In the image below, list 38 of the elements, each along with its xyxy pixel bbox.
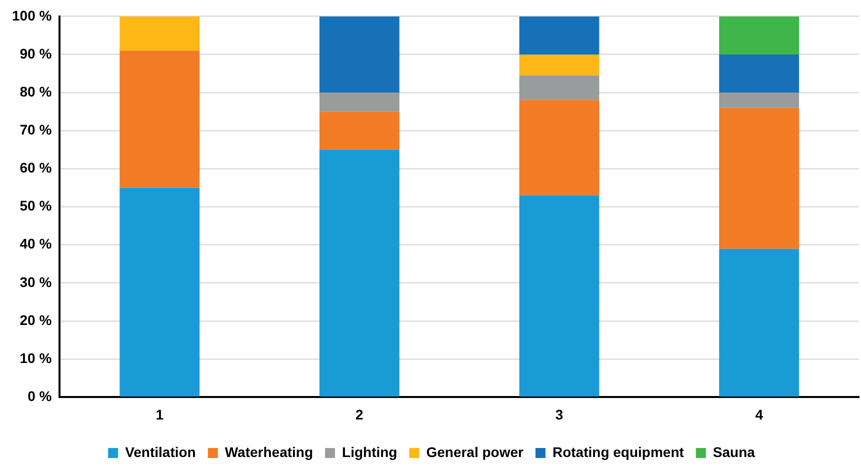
legend-label: Waterheating [224, 444, 314, 460]
legend-label: Lighting [342, 444, 398, 460]
bar [120, 16, 200, 51]
bar [719, 54, 800, 93]
y-tick-label: 90 % [20, 45, 52, 62]
bar [519, 195, 600, 396]
y-tick-label: 30 % [20, 274, 52, 290]
legend-label: Ventilation [125, 444, 196, 460]
legend-label: General power [426, 444, 524, 460]
bar [319, 150, 400, 396]
y-tick-label: 40 % [20, 236, 52, 252]
y-tick-label: 10 % [20, 350, 52, 366]
y-tick-label: 50 % [20, 198, 52, 214]
x-tick-label: 3 [555, 406, 564, 422]
y-tick-label: 0 % [28, 388, 52, 404]
bar [519, 16, 600, 54]
bar [319, 92, 400, 112]
legend-label: Sauna [712, 444, 756, 460]
bar [120, 50, 200, 188]
bar [719, 16, 800, 54]
y-tick-label: 60 % [20, 160, 52, 176]
legend-label: Rotating equipment [552, 444, 684, 460]
bar [319, 16, 400, 93]
x-tick-label: 1 [156, 406, 164, 422]
y-tick-label: 100 % [12, 7, 52, 24]
x-tick-label: 2 [356, 406, 364, 422]
bar [120, 188, 200, 396]
y-tick-label: 20 % [20, 312, 52, 328]
bar [519, 100, 600, 196]
bar [719, 92, 800, 108]
y-tick-label: 80 % [20, 83, 52, 100]
bar [519, 75, 600, 100]
bar [719, 248, 800, 396]
bar [319, 112, 400, 150]
y-tick-label: 70 % [20, 122, 52, 138]
bar [719, 108, 800, 249]
x-tick-label: 4 [755, 406, 764, 422]
bar [519, 54, 600, 76]
